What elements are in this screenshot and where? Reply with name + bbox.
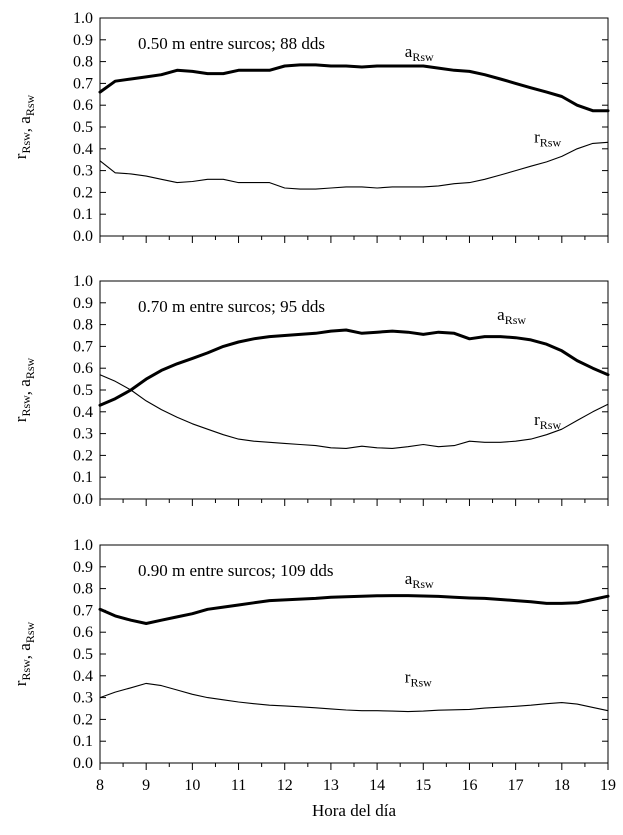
y-tick-label: 0.2 — [73, 711, 93, 728]
series-label-rRsw: rRsw — [534, 127, 561, 149]
series-label-rRsw: rRsw — [534, 410, 561, 432]
y-tick-label: 0.4 — [73, 141, 93, 158]
series-line-aRsw — [98, 594, 610, 625]
y-tick-label: 0.8 — [73, 581, 93, 598]
panel-title: 0.50 m entre surcos; 88 dds — [138, 34, 325, 53]
y-tick-label: 0.1 — [73, 733, 93, 750]
y-tick-label: 0.1 — [73, 469, 93, 486]
y-tick-label: 0.7 — [73, 602, 93, 619]
x-tick-label: 13 — [323, 777, 339, 794]
series-label-rRsw: rRsw — [405, 667, 432, 689]
y-tick-label: 0.3 — [73, 426, 93, 443]
series-line-rRsw — [99, 374, 609, 449]
series-line-aRsw — [98, 328, 610, 407]
y-axis-title: rRsw, aRsw — [11, 357, 37, 422]
y-tick-label: 0.1 — [73, 206, 93, 223]
y-tick-label: 0.2 — [73, 447, 93, 464]
y-tick-label: 0.8 — [73, 317, 93, 334]
y-tick-label: 0.9 — [73, 295, 93, 312]
y-axis-title: rRsw, aRsw — [11, 621, 37, 686]
series-label-aRsw: aRsw — [405, 569, 434, 591]
y-tick-label: 0.6 — [73, 97, 93, 114]
x-tick-label: 19 — [600, 777, 616, 794]
y-tick-label: 0.5 — [73, 119, 93, 136]
y-tick-label: 0.4 — [73, 404, 93, 421]
y-tick-label: 0.7 — [73, 338, 93, 355]
y-axis-title: rRsw, aRsw — [11, 94, 37, 159]
x-axis-title: Hora del día — [312, 801, 396, 820]
x-tick-label: 18 — [554, 777, 570, 794]
x-tick-label: 15 — [415, 777, 431, 794]
panel-title: 0.70 m entre surcos; 95 dds — [138, 297, 325, 316]
y-tick-label: 0.7 — [73, 75, 93, 92]
y-tick-label: 0.0 — [73, 755, 93, 772]
y-tick-label: 1.0 — [73, 10, 93, 27]
x-tick-label: 9 — [142, 777, 150, 794]
x-tick-label: 11 — [231, 777, 246, 794]
y-tick-label: 0.8 — [73, 54, 93, 71]
series-label-aRsw: aRsw — [405, 42, 434, 64]
y-tick-label: 0.0 — [73, 228, 93, 245]
y-tick-label: 0.9 — [73, 559, 93, 576]
y-tick-label: 0.6 — [73, 624, 93, 641]
y-tick-label: 0.3 — [73, 690, 93, 707]
chart-panel-3: 0.0 0.1 0.2 0.3 0.4 0.5 0.6 0.7 0.8 0.9 1.0 8 9 10 11 1… — [11, 537, 616, 820]
series-line-aRsw — [98, 63, 610, 113]
x-tick-label: 8 — [96, 777, 104, 794]
y-tick-label: 0.9 — [73, 32, 93, 49]
y-tick-label: 0.5 — [73, 382, 93, 399]
series-label-aRsw: aRsw — [497, 305, 526, 327]
y-tick-label: 1.0 — [73, 537, 93, 554]
x-tick-label: 12 — [277, 777, 293, 794]
y-tick-label: 0.4 — [73, 668, 93, 685]
series-line-rRsw — [99, 682, 609, 713]
x-tick-label: 14 — [369, 777, 385, 794]
y-tick-label: 0.5 — [73, 646, 93, 663]
x-tick-label: 17 — [508, 777, 524, 794]
y-tick-label: 0.2 — [73, 184, 93, 201]
chart-panel-2: 0.0 0.1 0.2 0.3 0.4 0.5 0.6 0.7 0.8 0.9 1.0 rRsw, a… — [11, 273, 610, 508]
y-tick-label: 1.0 — [73, 273, 93, 290]
series-line-rRsw — [99, 141, 609, 190]
y-tick-label: 0.6 — [73, 360, 93, 377]
x-tick-label: 10 — [184, 777, 200, 794]
y-tick-label: 0.0 — [73, 491, 93, 508]
panel-title: 0.90 m entre surcos; 109 dds — [138, 561, 333, 580]
x-tick-label: 16 — [461, 777, 477, 794]
y-tick-label: 0.3 — [73, 163, 93, 180]
chart-panel-1: 0.0 0.1 0.2 0.3 0.4 0.5 0.6 0.7 0.8 0.9 1.0 rRsw, a… — [11, 10, 610, 245]
